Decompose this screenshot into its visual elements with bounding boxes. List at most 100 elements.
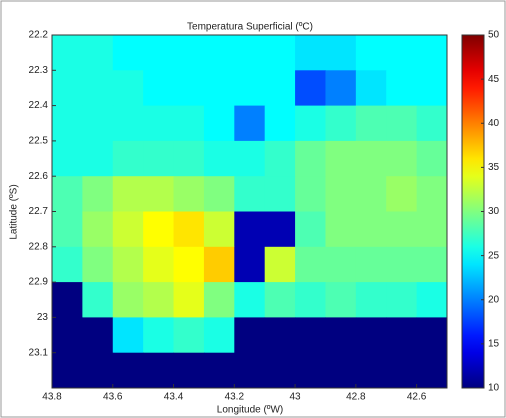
heat-cell xyxy=(112,282,144,318)
heat-cell xyxy=(355,35,387,71)
heat-cell xyxy=(203,211,235,248)
heat-cell xyxy=(416,352,448,389)
heat-cell xyxy=(234,70,266,107)
heat-cell xyxy=(355,211,387,248)
heat-cell xyxy=(416,70,448,107)
heat-cell xyxy=(355,282,387,318)
heat-cell xyxy=(264,140,296,177)
heat-cell xyxy=(234,176,266,212)
heat-cell xyxy=(82,70,114,107)
heat-cell xyxy=(325,352,357,389)
heat-cell xyxy=(203,35,235,71)
colorbar-tick-label: 20 xyxy=(488,294,500,305)
heat-cell xyxy=(52,140,83,177)
heat-cell xyxy=(264,35,296,71)
heat-cell xyxy=(112,246,144,283)
heat-cell xyxy=(325,317,357,354)
heat-cell xyxy=(143,176,175,212)
heat-cell xyxy=(264,211,296,248)
heat-cell xyxy=(143,105,175,142)
x-tick-label: 42.6 xyxy=(407,392,427,403)
x-axis-label: Longitude (ºW) xyxy=(217,405,283,416)
heat-cell xyxy=(386,211,418,248)
heat-cell xyxy=(52,105,83,142)
heat-cell xyxy=(386,70,418,107)
heat-cell xyxy=(82,35,114,71)
heat-cell xyxy=(264,317,296,354)
heat-cell xyxy=(52,246,83,283)
heat-cell xyxy=(82,176,114,212)
heat-cell xyxy=(325,246,357,283)
heat-cell xyxy=(52,352,83,389)
colorbar-tick-label: 45 xyxy=(488,74,500,85)
y-tick-label: 22.9 xyxy=(29,277,49,288)
heat-cell xyxy=(82,140,114,177)
heat-cell xyxy=(234,211,266,248)
y-tick-label: 22.5 xyxy=(29,136,49,147)
heat-cell xyxy=(82,105,114,142)
colorbar xyxy=(461,34,485,389)
heat-cell xyxy=(386,105,418,142)
heat-cell xyxy=(295,35,326,71)
heat-cell xyxy=(325,176,357,212)
heat-cell xyxy=(295,246,326,283)
heat-cell xyxy=(173,246,205,283)
heat-cell xyxy=(143,35,175,71)
heat-cell xyxy=(386,317,418,354)
heat-cell xyxy=(416,317,448,354)
heat-cell xyxy=(234,246,266,283)
x-tick-label: 43.6 xyxy=(103,392,123,403)
heat-cell xyxy=(295,317,326,354)
y-tick-label: 22.4 xyxy=(29,100,49,111)
heat-cell xyxy=(112,70,144,107)
x-tick-label: 43.4 xyxy=(164,392,184,403)
heat-cell xyxy=(355,140,387,177)
y-axis-label: Latitude (ºS) xyxy=(9,184,20,239)
heat-cell xyxy=(264,352,296,389)
heat-cell xyxy=(143,246,175,283)
heat-cell xyxy=(52,35,83,71)
heat-cell xyxy=(173,317,205,354)
heat-cell xyxy=(386,246,418,283)
x-tick-label: 42.8 xyxy=(346,392,366,403)
heat-cell xyxy=(355,105,387,142)
heat-cell xyxy=(173,140,205,177)
heat-cell xyxy=(52,176,83,212)
heat-cell xyxy=(295,105,326,142)
heat-cell xyxy=(143,317,175,354)
heat-cell xyxy=(112,105,144,142)
heat-cell xyxy=(325,70,357,107)
heat-cell xyxy=(112,352,144,389)
heat-cell xyxy=(112,35,144,71)
heat-cell xyxy=(52,70,83,107)
heat-cell xyxy=(264,176,296,212)
y-tick-label: 23 xyxy=(37,312,49,323)
y-tick-label: 22.7 xyxy=(29,206,49,217)
heat-cell xyxy=(355,70,387,107)
heat-cell xyxy=(112,211,144,248)
heat-cell xyxy=(173,282,205,318)
heat-cell xyxy=(234,35,266,71)
heat-cell xyxy=(173,176,205,212)
heat-cell xyxy=(203,246,235,283)
heat-cell xyxy=(234,317,266,354)
heat-cell xyxy=(325,140,357,177)
heat-cell xyxy=(416,140,448,177)
heat-cell xyxy=(416,105,448,142)
heat-cell xyxy=(386,176,418,212)
heat-cell xyxy=(295,352,326,389)
heat-cell xyxy=(173,35,205,71)
heat-cell xyxy=(264,70,296,107)
heat-cell xyxy=(203,317,235,354)
colorbar-tick-label: 30 xyxy=(488,206,500,217)
colorbar-tick-label: 35 xyxy=(488,162,500,173)
heat-cell xyxy=(386,35,418,71)
heat-cell xyxy=(295,211,326,248)
heat-cell xyxy=(386,140,418,177)
heat-cell xyxy=(82,317,114,354)
colorbar-tick-label: 40 xyxy=(488,118,500,129)
heat-cell xyxy=(52,317,83,354)
heat-cell xyxy=(355,176,387,212)
y-tick-label: 22.3 xyxy=(29,65,49,76)
